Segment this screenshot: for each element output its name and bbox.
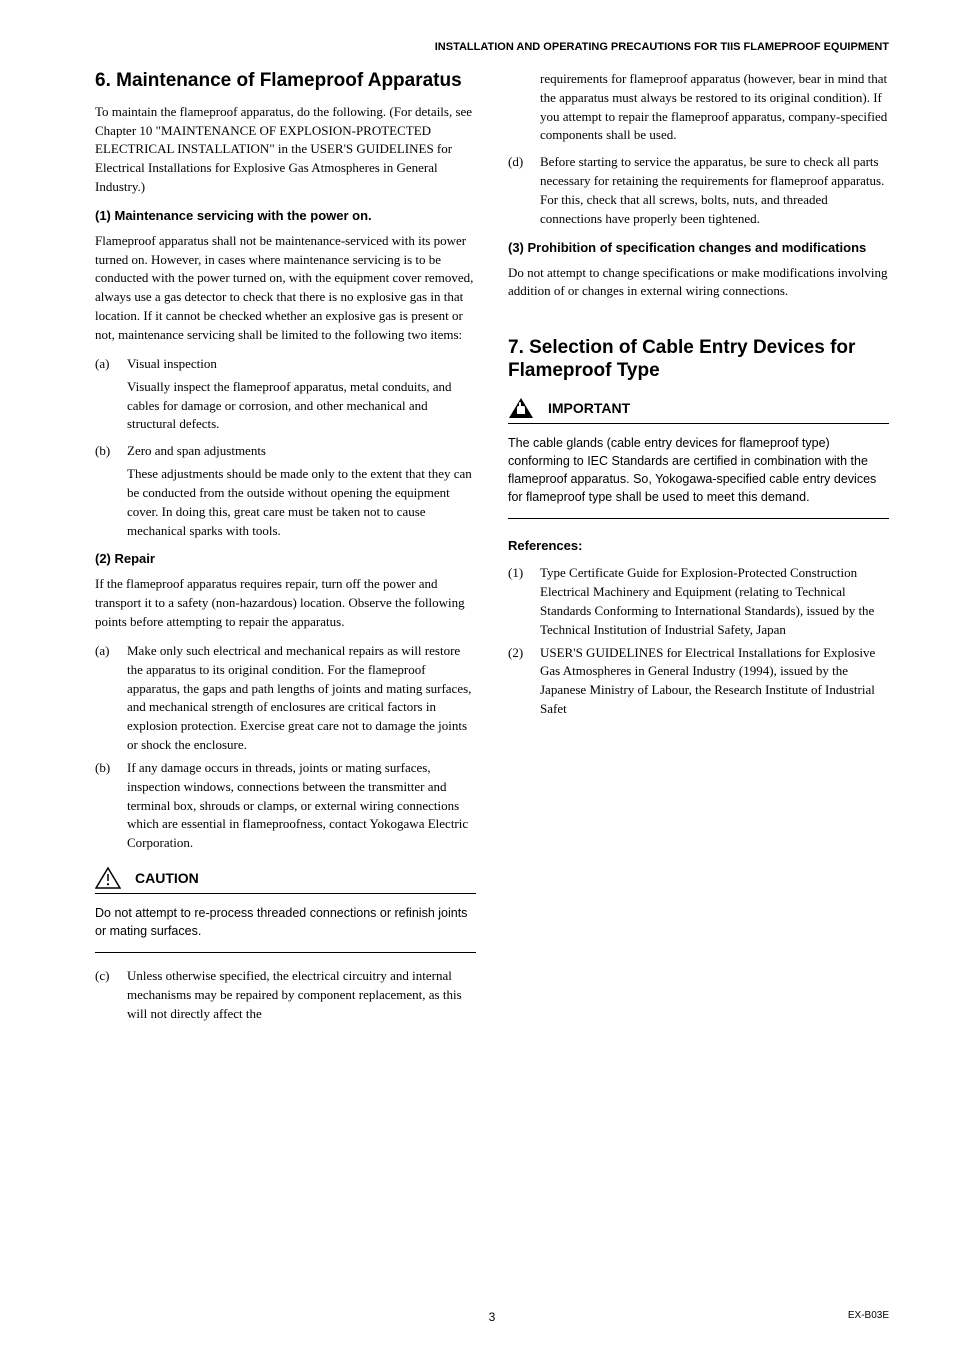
- list-marker: (2): [508, 644, 530, 719]
- list-item: (1) Type Certificate Guide for Explosion…: [508, 564, 889, 639]
- list-body: Type Certificate Guide for Explosion-Pro…: [540, 564, 889, 639]
- caution-header: CAUTION: [95, 867, 476, 894]
- subsection-6-2-list-after: (c) Unless otherwise specified, the elec…: [95, 967, 476, 1024]
- list-sub-body: These adjustments should be made only to…: [127, 465, 476, 540]
- page-number: 3: [489, 1309, 496, 1326]
- two-column-layout: 6. Maintenance of Flameproof Apparatus T…: [95, 70, 889, 1034]
- list-marker: (b): [95, 759, 117, 853]
- list-body: Unless otherwise specified, the electric…: [127, 967, 476, 1024]
- list-body: Before starting to service the apparatus…: [540, 153, 889, 228]
- important-body: The cable glands (cable entry devices fo…: [508, 434, 889, 520]
- section-6-intro: To maintain the flameproof apparatus, do…: [95, 103, 476, 197]
- list-item: (b) If any damage occurs in threads, joi…: [95, 759, 476, 853]
- caution-title: CAUTION: [135, 868, 199, 888]
- list-marker: (a): [95, 642, 117, 755]
- continuation-c: requirements for flameproof apparatus (h…: [540, 70, 889, 145]
- list-item: (b) Zero and span adjustments: [95, 442, 476, 461]
- list-body: Make only such electrical and mechanical…: [127, 642, 476, 755]
- caution-block: CAUTION Do not attempt to re-process thr…: [95, 867, 476, 953]
- list-item: (c) Unless otherwise specified, the elec…: [95, 967, 476, 1024]
- right-column: requirements for flameproof apparatus (h…: [508, 70, 889, 1034]
- important-header: IMPORTANT: [508, 397, 889, 424]
- list-body: USER'S GUIDELINES for Electrical Install…: [540, 644, 889, 719]
- list-marker: (d): [508, 153, 530, 228]
- list-marker: (b): [95, 442, 117, 461]
- list-item: (a) Make only such electrical and mechan…: [95, 642, 476, 755]
- list-sub-body: Visually inspect the flameproof apparatu…: [127, 378, 476, 435]
- important-title: IMPORTANT: [548, 398, 630, 418]
- subsection-6-3-para: Do not attempt to change specifications …: [508, 264, 889, 302]
- subsection-6-1-heading: (1) Maintenance servicing with the power…: [95, 207, 476, 226]
- list-item: (2) USER'S GUIDELINES for Electrical Ins…: [508, 644, 889, 719]
- list-body: Zero and span adjustments: [127, 442, 476, 461]
- references-list: (1) Type Certificate Guide for Explosion…: [508, 564, 889, 719]
- list-item: (a) Visual inspection: [95, 355, 476, 374]
- page-footer: 3 EX-B03E: [95, 1309, 889, 1324]
- section-7-title: 7. Selection of Cable Entry De­vices for…: [508, 337, 889, 383]
- section-6-title: 6. Maintenance of Flameproof Apparatus: [95, 70, 476, 93]
- left-column: 6. Maintenance of Flameproof Apparatus T…: [95, 70, 476, 1034]
- document-code: EX-B03E: [848, 1309, 889, 1324]
- references-heading: References:: [508, 537, 889, 556]
- list-body: If any damage occurs in threads, joints …: [127, 759, 476, 853]
- caution-body: Do not attempt to re-process threaded co…: [95, 904, 476, 953]
- subsection-6-1-para: Flameproof apparatus shall not be mainte…: [95, 232, 476, 345]
- list-marker: (c): [95, 967, 117, 1024]
- list-marker: (1): [508, 564, 530, 639]
- subsection-6-1-list: (a) Visual inspection Visually inspect t…: [95, 355, 476, 541]
- subsection-6-2-heading: (2) Repair: [95, 550, 476, 569]
- list-item: (d) Before starting to service the appar…: [508, 153, 889, 228]
- item-d-block: (d) Before starting to service the appar…: [508, 153, 889, 228]
- list-marker: (a): [95, 355, 117, 374]
- important-hand-icon: [508, 397, 534, 419]
- list-body: Visual inspection: [127, 355, 476, 374]
- caution-triangle-icon: [95, 867, 121, 889]
- running-head: INSTALLATION AND OPERATING PRECAUTIONS F…: [95, 40, 889, 56]
- important-block: IMPORTANT The cable glands (cable entry …: [508, 397, 889, 520]
- subsection-6-3-heading: (3) Prohibition of specification changes…: [508, 239, 889, 258]
- subsection-6-2-list: (a) Make only such electrical and mechan…: [95, 642, 476, 853]
- subsection-6-2-para: If the flameproof apparatus requires rep…: [95, 575, 476, 632]
